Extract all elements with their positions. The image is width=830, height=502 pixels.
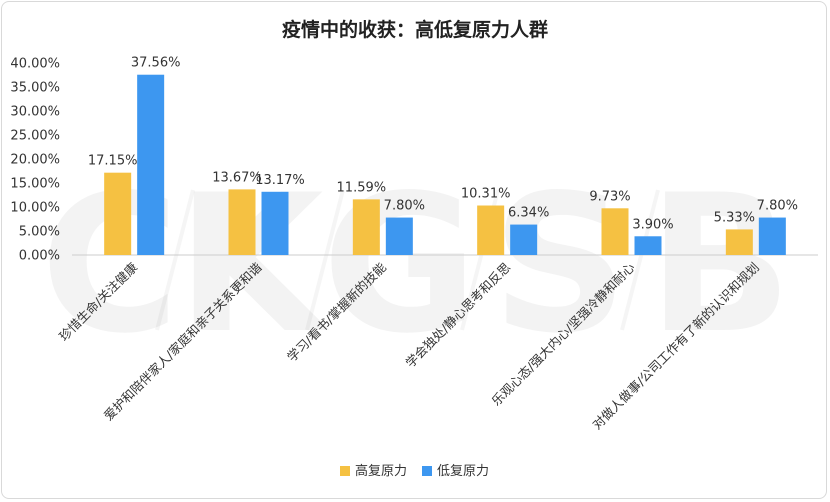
watermark-slash <box>620 189 660 331</box>
y-tick-label: 25.00% <box>10 129 60 144</box>
watermark-letter: B <box>648 154 793 375</box>
data-label: 13.17% <box>255 173 305 188</box>
bars <box>104 74 786 255</box>
watermark-slash <box>155 189 195 331</box>
data-labels: 17.15% 37.56% 13.67%13.17% 11.59% 7.80% 10.31… <box>88 56 798 233</box>
bar-high-0 <box>104 172 132 255</box>
data-label: 17.15% <box>88 154 138 169</box>
legend-label: 高复原力 <box>355 463 407 479</box>
data-label: 13.67% <box>212 170 262 185</box>
data-label: 6.34% <box>508 206 549 221</box>
data-label: 37.56% <box>131 56 181 71</box>
bar-low-3 <box>510 224 538 255</box>
watermark-slash <box>305 189 345 331</box>
data-label: 5.33% <box>714 210 755 225</box>
y-axis: 0.00% 5.00% 10.00% 15.00% 20.00% 25.00% 30.00%… <box>10 57 60 264</box>
y-tick-label: 40.00% <box>10 57 60 72</box>
bar-high-4 <box>601 208 629 255</box>
data-label: 11.59% <box>337 180 387 195</box>
y-tick-label: 10.00% <box>10 201 60 216</box>
bar-high-2 <box>352 199 380 255</box>
watermark-letter: S <box>492 154 629 375</box>
watermark-letter: G <box>322 154 478 375</box>
watermark: CKGSB <box>40 154 792 375</box>
y-tick-label: 20.00% <box>10 153 60 168</box>
bar-low-2 <box>385 217 413 255</box>
legend-swatch <box>340 466 350 476</box>
y-tick-label: 0.00% <box>19 249 60 264</box>
data-label: 3.90% <box>632 217 673 232</box>
bar-low-4 <box>634 236 662 255</box>
legend: 高复原力 低复原力 <box>340 463 489 479</box>
bar-high-3 <box>477 205 505 255</box>
bar-high-1 <box>228 189 256 255</box>
y-tick-label: 5.00% <box>19 225 60 240</box>
y-tick-label: 30.00% <box>10 105 60 120</box>
bar-low-5 <box>758 217 786 255</box>
bar-low-0 <box>137 74 165 255</box>
bar-high-5 <box>725 229 753 255</box>
y-tick-label: 35.00% <box>10 81 60 96</box>
data-label: 7.80% <box>757 199 798 214</box>
legend-swatch <box>422 466 432 476</box>
legend-label: 低复原力 <box>437 464 489 479</box>
y-tick-label: 15.00% <box>10 177 60 192</box>
data-label: 10.31% <box>461 187 511 202</box>
data-label: 7.80% <box>384 199 425 214</box>
bar-low-1 <box>261 191 289 255</box>
data-label: 9.73% <box>589 189 630 204</box>
chart-title: 疫情中的收获：高低复原力人群 <box>282 18 548 41</box>
